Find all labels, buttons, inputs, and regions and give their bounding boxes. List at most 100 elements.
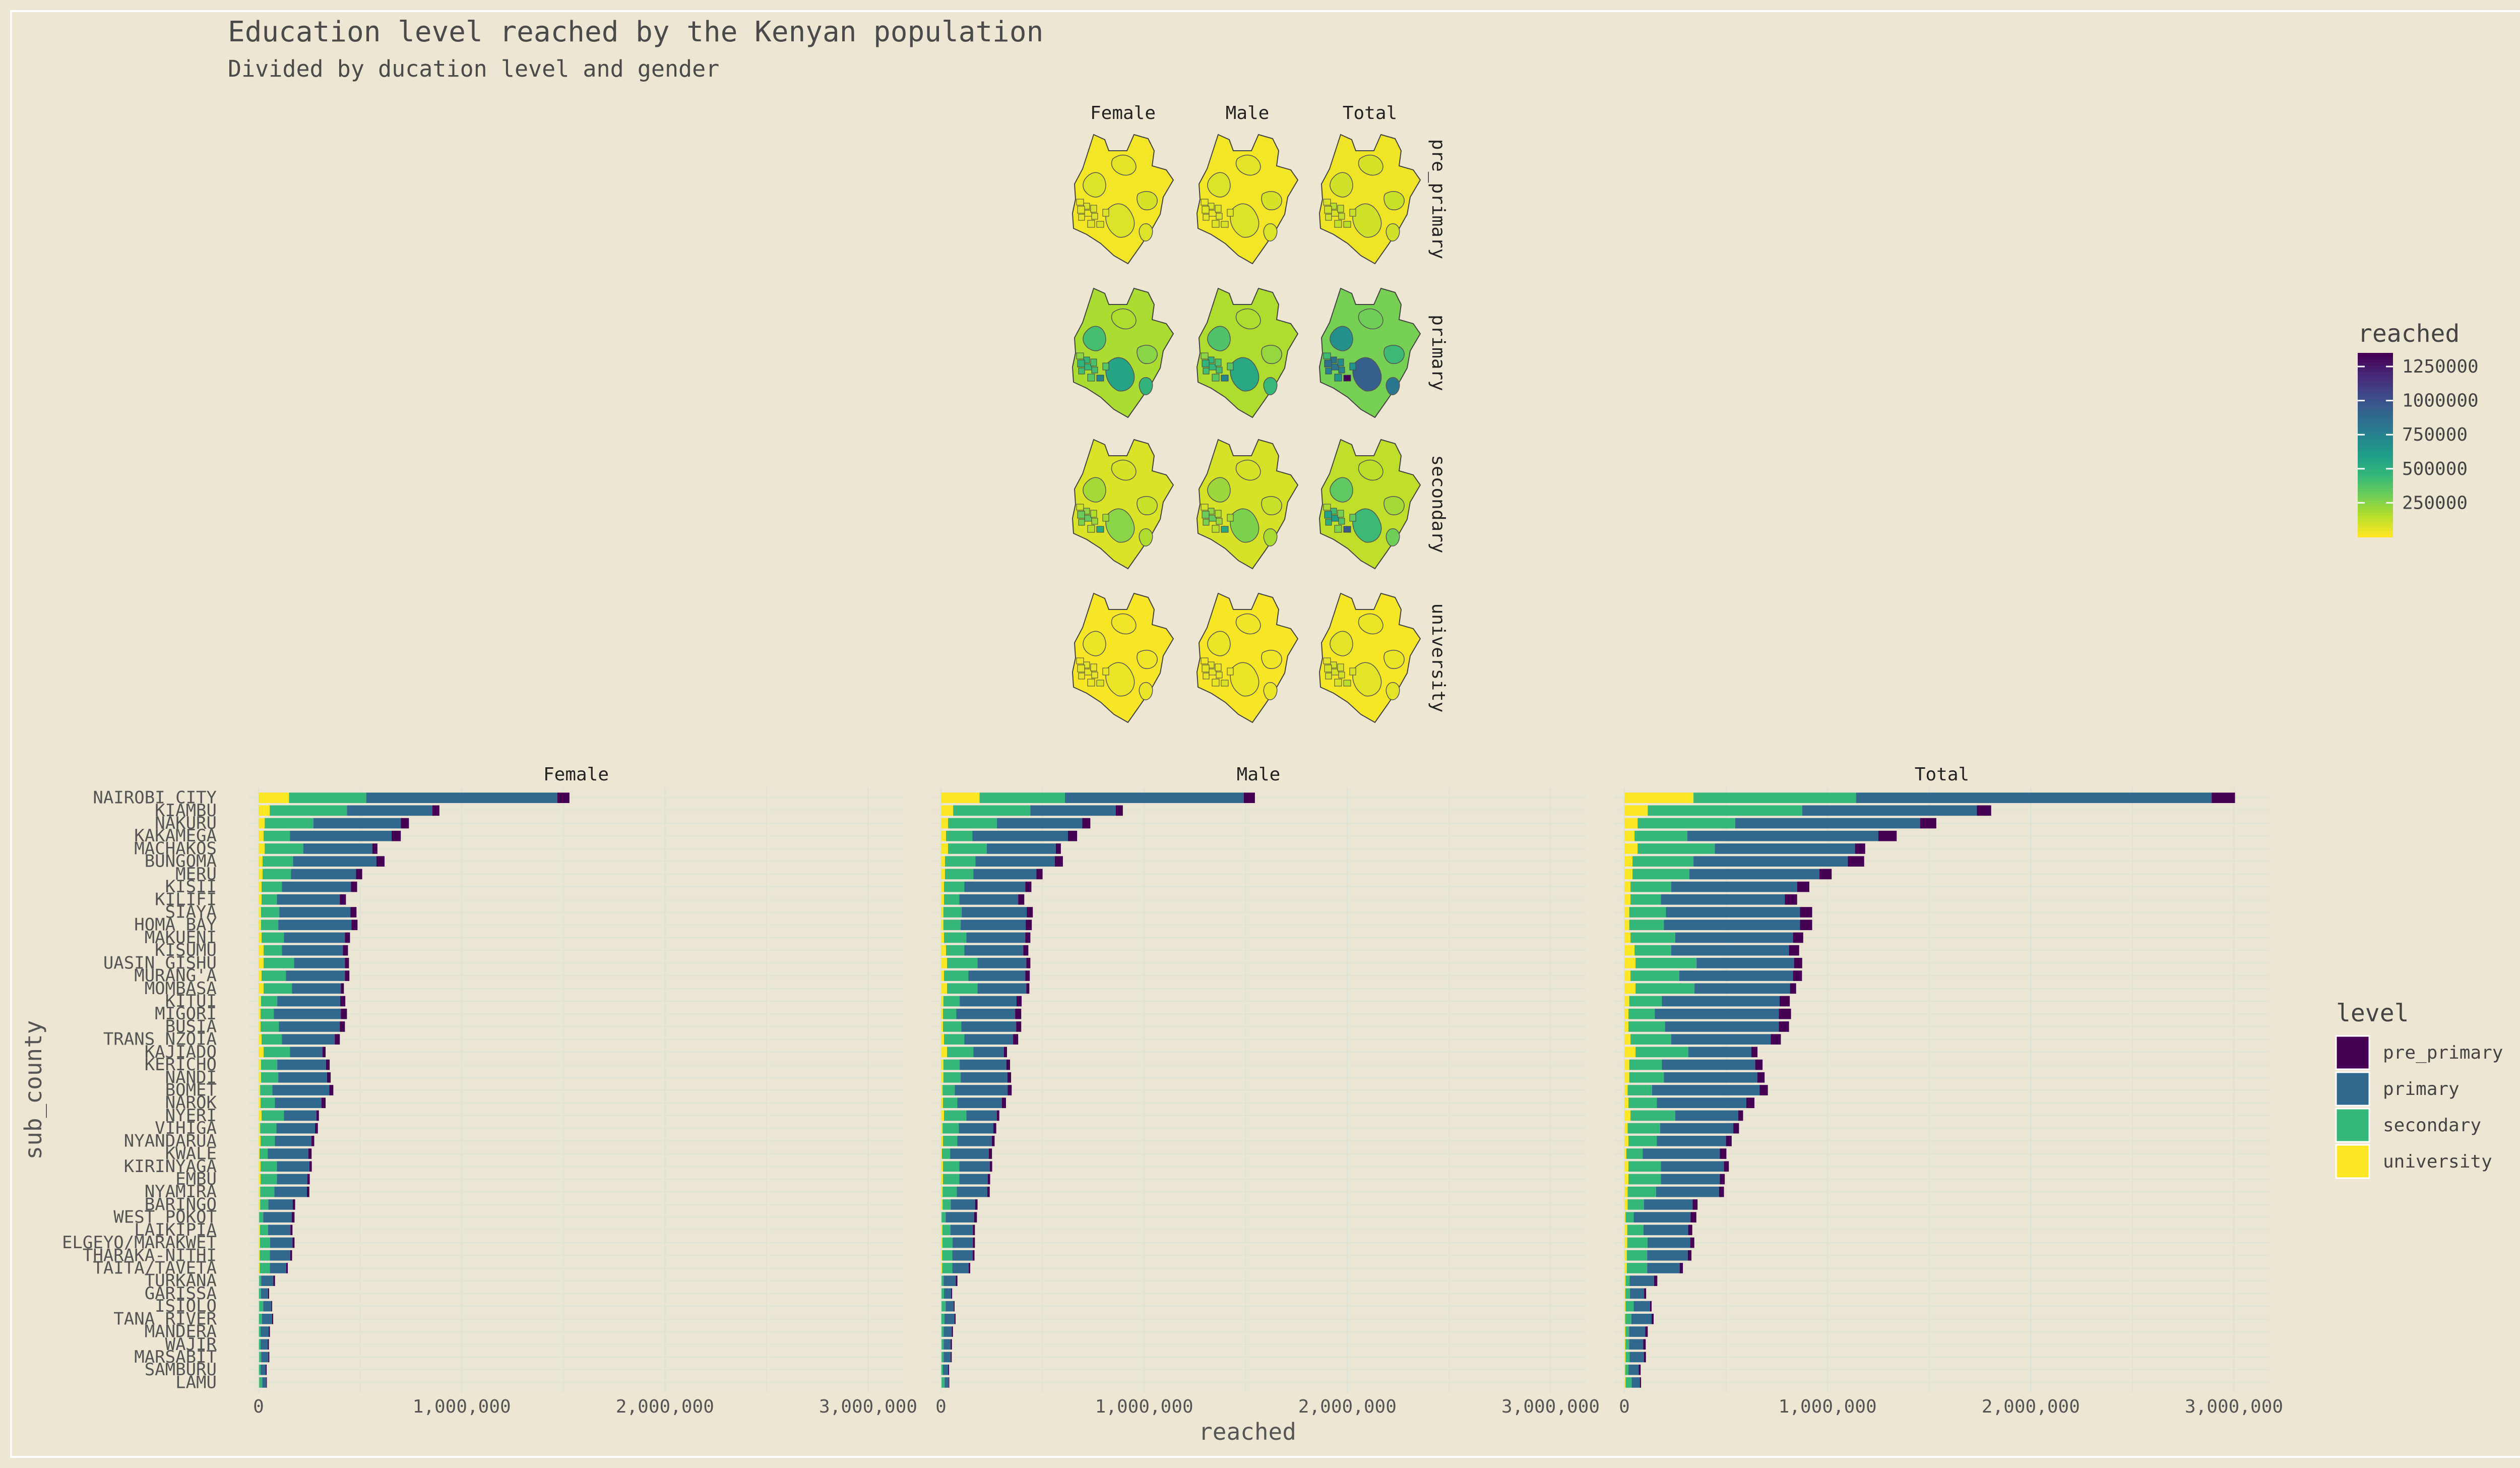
- bar-total-nairobi-city-university: [1624, 792, 1693, 803]
- bar-female-laikipia-university: [259, 1225, 260, 1236]
- bar-total-turkana-pre-primary: [1654, 1275, 1657, 1286]
- bar-total-trans-nzoia-pre-primary: [1771, 1034, 1781, 1045]
- bar-male-nyamira-university: [941, 1187, 942, 1197]
- map-subcounty-block: [1103, 668, 1109, 675]
- bar-male-nyamira-secondary: [942, 1187, 957, 1197]
- legend-swatch-pre-primary: [2336, 1036, 2369, 1069]
- bar-male-kwale-university: [941, 1148, 942, 1159]
- colorbar-step: [2358, 463, 2393, 467]
- bar-male-narok-secondary: [943, 1097, 957, 1108]
- bar-male-nyamira-pre-primary: [987, 1187, 990, 1197]
- bar-female-kilifi-pre-primary: [340, 894, 346, 905]
- map-subcounty-block: [1088, 220, 1095, 227]
- bar-total-kiambu-primary: [1802, 805, 1977, 816]
- bar-total-siaya-primary: [1666, 907, 1800, 918]
- map-subcounty-block: [1103, 209, 1109, 216]
- colorbar-step: [2358, 509, 2393, 513]
- bar-total-kericho-secondary: [1629, 1060, 1662, 1070]
- colorbar-step: [2358, 393, 2393, 396]
- colorbar-step: [2358, 430, 2393, 433]
- bar-total-nairobi-city-pre-primary: [2212, 792, 2235, 803]
- bar-female-nyamira-secondary: [260, 1187, 274, 1197]
- bar-total-marsabit-secondary: [1625, 1352, 1629, 1363]
- bar-male-nyandarua-pre-primary: [992, 1136, 995, 1146]
- bar-female-tana-river-primary: [262, 1314, 272, 1324]
- bar-male-nakuru-primary: [997, 818, 1082, 829]
- map-subcounty-block: [1088, 679, 1095, 686]
- bar-total-kajiado-primary: [1688, 1047, 1751, 1058]
- bar-total-elgeyo-marakwet-primary: [1648, 1238, 1690, 1248]
- bar-male-kericho-primary: [960, 1060, 1006, 1070]
- colorbar-step: [2358, 519, 2393, 522]
- bar-male-kilifi-secondary: [944, 894, 959, 905]
- bar-total-kirinyaga-secondary: [1628, 1161, 1661, 1172]
- bar-total-nakuru-pre-primary: [1920, 818, 1936, 829]
- bar-total-laikipia-pre-primary: [1688, 1225, 1692, 1236]
- bar-male-kilifi-pre-primary: [1018, 894, 1024, 905]
- bar-female-vihiga-university: [259, 1123, 260, 1134]
- bar-total-kitui-pre-primary: [1780, 996, 1790, 1007]
- colorbar-step: [2358, 512, 2393, 516]
- bar-male-kiambu-secondary: [953, 805, 1030, 816]
- colorbar-step: [2358, 525, 2393, 528]
- bar-total-homa-bay-university: [1624, 920, 1629, 930]
- bar-male-busia-primary: [961, 1021, 1016, 1032]
- bar-male-uasin-gishu-primary: [978, 958, 1027, 968]
- bar-total-homa-bay-secondary: [1629, 920, 1664, 930]
- map-subcounty-block: [1079, 368, 1085, 374]
- bar-female-kisii-secondary: [262, 882, 282, 892]
- bar-male-narok-pre-primary: [1002, 1097, 1006, 1108]
- bar-male-elgeyo-marakwet-secondary: [942, 1238, 953, 1248]
- bar-total-murang-a-secondary: [1630, 970, 1679, 981]
- bar-total-meru-primary: [1689, 869, 1819, 880]
- bar-male-taita-taveta-primary: [953, 1263, 969, 1273]
- bar-female-nyeri-secondary: [262, 1111, 284, 1121]
- bar-total-samburu-secondary: [1625, 1365, 1628, 1375]
- map-subcounty-block: [1339, 672, 1345, 678]
- bar-male-mombasa-university: [941, 983, 947, 994]
- bar-male-homa-bay-pre-primary: [1026, 920, 1032, 930]
- bar-female-bomet-pre-primary: [329, 1085, 333, 1095]
- bar-female-machakos-university: [259, 843, 265, 854]
- bar-female-mombasa-secondary: [264, 983, 292, 994]
- bar-female-kiambu-primary: [347, 805, 432, 816]
- bar-total-narok-pre-primary: [1746, 1097, 1754, 1108]
- bar-total-lamu-pre-primary: [1640, 1377, 1641, 1388]
- colorbar-step: [2358, 531, 2393, 534]
- bar-male-kiambu-university: [941, 805, 953, 816]
- map-region: [1137, 345, 1157, 364]
- chart-subtitle: Divided by ducation level and gender: [228, 55, 719, 82]
- bar-male-trans-nzoia-university: [941, 1034, 944, 1045]
- map-region: [1137, 192, 1157, 210]
- bar-female-nairobi-city-pre-primary: [557, 792, 570, 803]
- bar-female-kajiado-pre-primary: [323, 1047, 326, 1058]
- bar-female-kisii-pre-primary: [351, 882, 357, 892]
- bar-male-laikipia-university: [941, 1225, 942, 1236]
- bar-total-tharaka-nithi-primary: [1647, 1250, 1688, 1261]
- bar-total-bungoma-secondary: [1632, 856, 1693, 867]
- bar-female-wajir-secondary: [259, 1339, 261, 1350]
- bar-male-kwale-pre-primary: [989, 1148, 992, 1159]
- bar-total-nakuru-secondary: [1637, 818, 1735, 829]
- bar-total-kilifi-university: [1624, 894, 1630, 905]
- bar-male-tana-river-secondary: [941, 1314, 944, 1324]
- bar-total-bungoma-primary: [1693, 856, 1848, 867]
- bar-total-narok-university: [1624, 1097, 1628, 1108]
- bar-female-makueni-secondary: [262, 933, 284, 943]
- bar-male-laikipia-primary: [951, 1225, 973, 1236]
- map-subcounty-block: [1202, 360, 1209, 367]
- bar-total-makueni-pre-primary: [1793, 933, 1803, 943]
- bar-total-murang-a-university: [1624, 970, 1630, 981]
- map-subcounty-block: [1335, 679, 1342, 686]
- bar-total-kiambu-pre-primary: [1977, 805, 1991, 816]
- bar-total-kajiado-university: [1624, 1047, 1635, 1058]
- colorbar-step: [2358, 359, 2393, 362]
- bar-total-kirinyaga-pre-primary: [1724, 1161, 1729, 1172]
- bar-total-nyandarua-pre-primary: [1726, 1136, 1732, 1146]
- bar-male-machakos-secondary: [948, 843, 987, 854]
- map-strip-male: Male: [1226, 103, 1270, 124]
- bar-total-makueni-university: [1624, 933, 1630, 943]
- bar-male-tharaka-nithi-secondary: [942, 1250, 952, 1261]
- bar-male-murang-a-primary: [968, 970, 1025, 981]
- bar-total-turkana-university: [1624, 1275, 1625, 1286]
